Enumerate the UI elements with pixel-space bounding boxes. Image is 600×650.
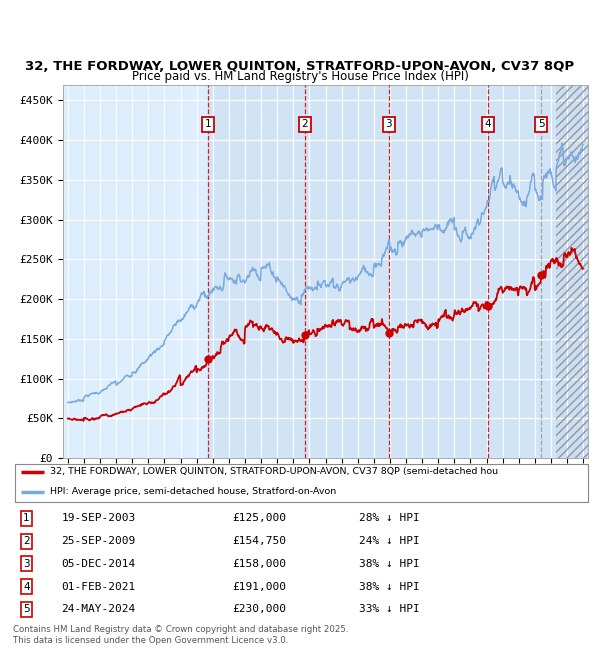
Text: HPI: Average price, semi-detached house, Stratford-on-Avon: HPI: Average price, semi-detached house,… [50, 488, 336, 497]
FancyBboxPatch shape [15, 463, 588, 502]
Text: £125,000: £125,000 [232, 514, 286, 523]
Bar [556, 84, 588, 458]
Text: Contains HM Land Registry data © Crown copyright and database right 2025.
This d: Contains HM Land Registry data © Crown c… [13, 625, 349, 645]
Text: Price paid vs. HM Land Registry's House Price Index (HPI): Price paid vs. HM Land Registry's House … [131, 70, 469, 83]
Text: 3: 3 [23, 559, 30, 569]
Text: 33% ↓ HPI: 33% ↓ HPI [359, 604, 420, 614]
Text: 19-SEP-2003: 19-SEP-2003 [61, 514, 136, 523]
Text: 05-DEC-2014: 05-DEC-2014 [61, 559, 136, 569]
Text: 28% ↓ HPI: 28% ↓ HPI [359, 514, 420, 523]
Text: 5: 5 [538, 119, 544, 129]
Text: 1: 1 [205, 119, 212, 129]
Text: £154,750: £154,750 [232, 536, 286, 546]
Text: £191,000: £191,000 [232, 582, 286, 592]
Text: 38% ↓ HPI: 38% ↓ HPI [359, 559, 420, 569]
Text: 01-FEB-2021: 01-FEB-2021 [61, 582, 136, 592]
Text: £158,000: £158,000 [232, 559, 286, 569]
Text: 24% ↓ HPI: 24% ↓ HPI [359, 536, 420, 546]
Text: 1: 1 [23, 514, 30, 523]
Bar [208, 84, 556, 458]
Text: 3: 3 [385, 119, 392, 129]
Text: 25-SEP-2009: 25-SEP-2009 [61, 536, 136, 546]
Text: 32, THE FORDWAY, LOWER QUINTON, STRATFORD-UPON-AVON, CV37 8QP (semi-detached hou: 32, THE FORDWAY, LOWER QUINTON, STRATFOR… [50, 467, 498, 476]
Text: 32, THE FORDWAY, LOWER QUINTON, STRATFORD-UPON-AVON, CV37 8QP: 32, THE FORDWAY, LOWER QUINTON, STRATFOR… [25, 60, 575, 73]
Text: 4: 4 [485, 119, 491, 129]
Bar [556, 84, 588, 458]
Text: 38% ↓ HPI: 38% ↓ HPI [359, 582, 420, 592]
Text: 4: 4 [23, 582, 30, 592]
Text: 5: 5 [23, 604, 30, 614]
Text: £230,000: £230,000 [232, 604, 286, 614]
Text: 24-MAY-2024: 24-MAY-2024 [61, 604, 136, 614]
Text: 2: 2 [23, 536, 30, 546]
Text: 2: 2 [302, 119, 308, 129]
